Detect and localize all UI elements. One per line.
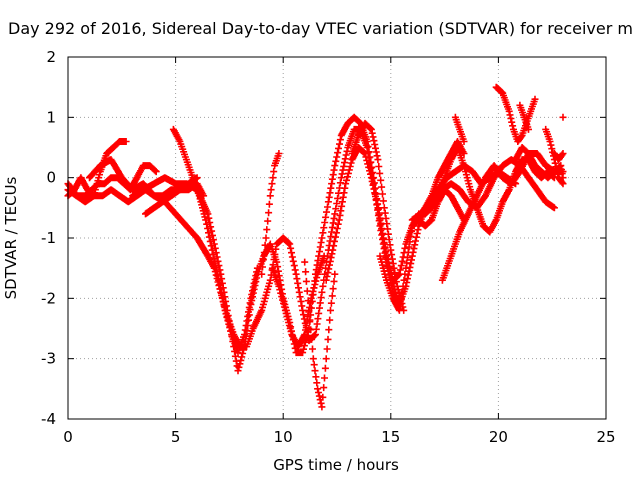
data-series-11 — [348, 119, 408, 314]
data-point-markers — [348, 119, 408, 314]
data-series-9 — [301, 258, 339, 411]
data-point-markers — [451, 113, 468, 145]
data-point-markers — [142, 174, 201, 218]
x-tick-label: 5 — [171, 428, 181, 446]
data-point-markers — [550, 113, 567, 164]
x-tick-label: 20 — [489, 428, 508, 446]
data-point-markers — [301, 258, 339, 411]
data-points — [64, 83, 567, 411]
y-tick-label: 0 — [46, 169, 56, 187]
data-point-markers — [169, 125, 261, 357]
y-tick-label: 2 — [46, 48, 56, 66]
data-series-15 — [438, 150, 567, 284]
data-series-8 — [268, 252, 328, 351]
data-point-markers — [492, 83, 539, 145]
data-series-19 — [516, 101, 532, 133]
data-series-16 — [451, 113, 468, 145]
data-series-18 — [512, 144, 567, 182]
x-tick-label: 0 — [63, 428, 73, 446]
data-series-6 — [169, 125, 261, 357]
y-tick-label: -1 — [41, 229, 56, 247]
data-series-10 — [322, 144, 401, 302]
data-series-21 — [550, 113, 567, 164]
data-point-markers — [322, 144, 401, 302]
y-axis-label: SDTVAR / TECUs — [2, 176, 20, 299]
chart-title: Day 292 of 2016, Sidereal Day-to-day VTE… — [8, 19, 633, 38]
data-point-markers — [268, 252, 328, 351]
x-tick-label: 10 — [274, 428, 293, 446]
data-point-markers — [512, 144, 567, 182]
data-point-markers — [516, 101, 532, 133]
data-series-17 — [492, 83, 539, 145]
x-axis-label: GPS time / hours — [273, 456, 399, 474]
grid-lines — [68, 57, 606, 419]
data-series-5 — [142, 174, 201, 218]
data-series-7 — [258, 150, 283, 278]
axis-ticks: 0 5 10 15 20 25 -4 -3 -2 -1 0 1 2 — [41, 48, 616, 446]
y-tick-label: 1 — [46, 108, 56, 126]
y-tick-label: -3 — [41, 350, 56, 368]
y-tick-label: -4 — [41, 410, 56, 428]
x-tick-label: 25 — [596, 428, 615, 446]
y-tick-label: -2 — [41, 289, 56, 307]
data-point-markers — [438, 150, 567, 284]
x-tick-label: 15 — [381, 428, 400, 446]
data-point-markers — [258, 150, 283, 278]
